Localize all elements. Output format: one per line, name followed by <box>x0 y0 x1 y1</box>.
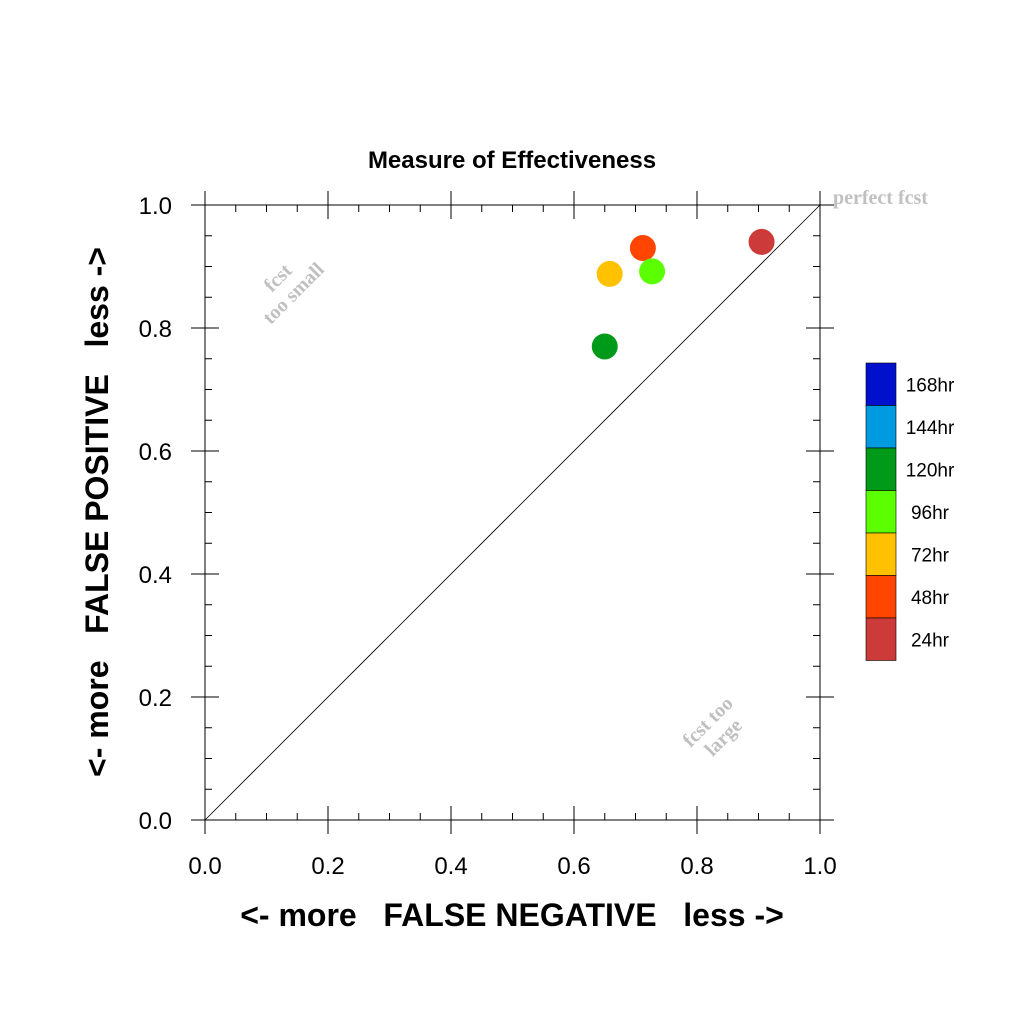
y-tick-label: 0.2 <box>139 685 172 712</box>
too-small-line-2: too small <box>259 258 329 328</box>
point-120hr <box>591 333 618 360</box>
legend-swatch-72hr <box>865 532 897 576</box>
y-tick-label: 1.0 <box>139 193 172 220</box>
legend-swatch-48hr <box>865 575 897 619</box>
legend-swatch-144hr <box>865 405 897 449</box>
point-48hr <box>629 235 656 262</box>
legend-label-24hr: 24hr <box>911 630 950 651</box>
point-96hr <box>639 258 666 285</box>
chart-title: Measure of Effectiveness <box>368 147 656 174</box>
legend-label-96hr: 96hr <box>911 503 950 524</box>
legend-label-120hr: 120hr <box>906 460 955 481</box>
y-tick-label: 0.6 <box>139 439 172 466</box>
legend-swatch-120hr <box>865 447 897 491</box>
x-tick-labels: 0.0 0.2 0.4 0.6 0.8 1.0 <box>188 853 836 880</box>
legend-label-72hr: 72hr <box>911 545 950 566</box>
x-tick-label: 1.0 <box>803 853 836 880</box>
y-tick-labels: 0.0 0.2 0.4 0.6 0.8 1.0 <box>139 193 172 835</box>
legend: 168hr 144hr 120hr 96hr 72hr 48hr 24hr <box>865 362 955 661</box>
too-small-annotation: fcst too small <box>259 258 329 328</box>
legend-label-48hr: 48hr <box>911 588 950 609</box>
y-axis-label: <- more FALSE POSITIVE less -> <box>79 247 115 777</box>
too-large-annotation: fcst too large <box>679 693 747 761</box>
x-tick-label: 0.2 <box>311 853 344 880</box>
x-tick-label: 0.0 <box>188 853 221 880</box>
perfect-forecast-diagonal <box>204 204 821 821</box>
legend-label-144hr: 144hr <box>906 418 955 439</box>
y-tick-label: 0.0 <box>139 808 172 835</box>
axis-ticks <box>191 191 834 834</box>
perfect-forecast-annotation: perfect fcst <box>833 187 928 209</box>
point-72hr <box>596 260 623 287</box>
legend-swatch-168hr <box>865 362 897 406</box>
legend-swatch-24hr <box>865 617 897 661</box>
y-tick-label: 0.4 <box>139 562 172 589</box>
point-24hr <box>748 228 775 255</box>
y-tick-label: 0.8 <box>139 316 172 343</box>
data-points <box>591 228 775 360</box>
x-tick-label: 0.4 <box>434 853 467 880</box>
legend-swatch-96hr <box>865 490 897 534</box>
x-tick-label: 0.8 <box>680 853 713 880</box>
x-tick-label: 0.6 <box>557 853 590 880</box>
legend-label-168hr: 168hr <box>906 375 955 396</box>
x-axis-label: <- more FALSE NEGATIVE less -> <box>240 897 784 933</box>
